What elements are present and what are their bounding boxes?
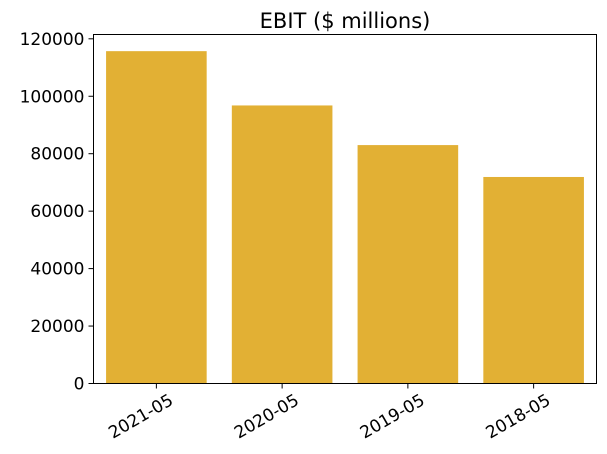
y-tick-label: 80000 <box>30 145 84 165</box>
plot-frame <box>93 34 597 384</box>
bar-2021-05 <box>106 51 207 384</box>
x-tick-label: 2020-05 <box>231 391 303 444</box>
bar-2020-05 <box>231 105 333 384</box>
x-axis: 2021-05 2020-05 2019-05 2018-05 <box>105 383 555 444</box>
y-tick-label: 40000 <box>30 260 84 280</box>
y-tick-label: 60000 <box>30 202 84 222</box>
bar-group <box>106 51 584 384</box>
bar-2018-05 <box>483 176 584 384</box>
chart-title: EBIT ($ millions) <box>260 9 431 33</box>
y-tick-label: 120000 <box>20 30 85 50</box>
x-tick-label: 2021-05 <box>105 391 177 444</box>
x-tick-label: 2019-05 <box>357 391 429 444</box>
y-tick-label: 0 <box>74 375 85 395</box>
y-axis: 0 20000 40000 60000 80000 100000 120000 <box>20 30 94 395</box>
bar-2019-05 <box>357 145 459 384</box>
x-tick-label: 2018-05 <box>483 391 555 444</box>
y-tick-label: 20000 <box>30 317 84 337</box>
y-tick-label: 100000 <box>20 87 85 107</box>
